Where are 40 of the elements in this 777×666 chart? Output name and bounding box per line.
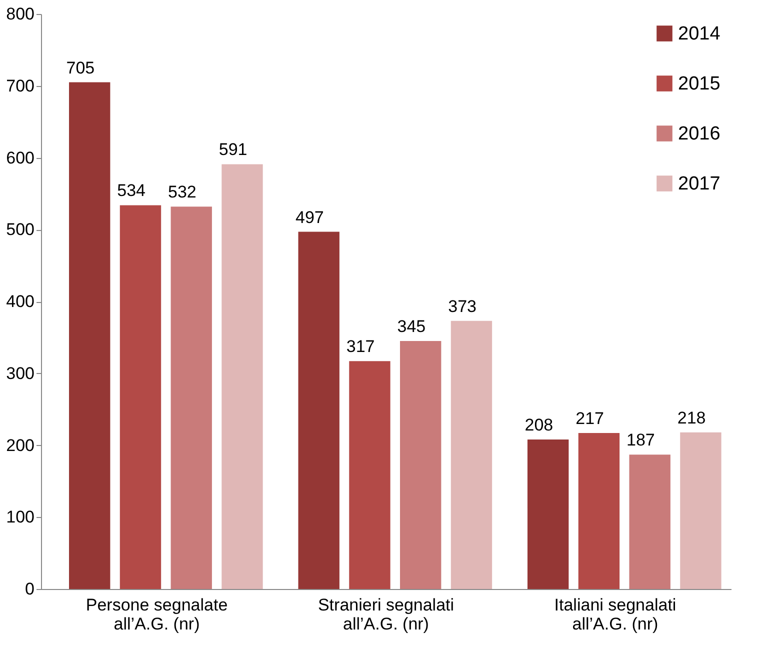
data-label: 217 — [576, 409, 604, 428]
y-tick-label: 800 — [6, 4, 34, 24]
x-tick-label: Italiani segnalati all’A.G. (nr) — [554, 596, 676, 634]
data-label: 534 — [117, 181, 146, 200]
bar — [349, 361, 390, 589]
bar — [629, 454, 670, 589]
y-tick-label: 700 — [6, 76, 34, 96]
legend-label: 2014 — [678, 24, 721, 44]
bar — [222, 164, 263, 589]
data-label: 497 — [296, 208, 324, 227]
data-label: 317 — [346, 337, 375, 356]
data-label: 187 — [626, 430, 655, 450]
legend-label: 2017 — [678, 174, 720, 194]
bar — [298, 232, 340, 589]
bar — [120, 205, 162, 589]
data-label: 591 — [218, 140, 248, 160]
data-label: 373 — [448, 296, 476, 316]
y-tick-label: 0 — [25, 580, 34, 598]
y-tick-label: 600 — [6, 148, 34, 168]
y-tick-label: 400 — [6, 292, 34, 311]
x-tick-label: Persone segnalate all’A.G. (nr) — [86, 596, 228, 634]
bar — [680, 432, 722, 589]
data-label: 208 — [524, 416, 554, 434]
data-label: 705 — [66, 58, 95, 78]
bar — [450, 320, 492, 589]
y-tick-label: 500 — [6, 220, 34, 240]
bar — [69, 82, 110, 589]
bar — [527, 440, 569, 589]
data-label: 345 — [397, 317, 426, 336]
x-tick-label: Stranieri segnalati all’A.G. (nr) — [318, 596, 454, 634]
y-tick-label: 100 — [6, 508, 34, 527]
bar — [170, 206, 212, 589]
data-label: 532 — [168, 182, 196, 202]
bar — [578, 433, 620, 589]
y-tick-label: 200 — [6, 436, 34, 455]
legend-label: 2016 — [678, 124, 720, 144]
legend-label: 2015 — [678, 74, 720, 94]
y-tick-label: 300 — [6, 364, 34, 383]
bar — [400, 341, 442, 589]
data-label: 218 — [677, 408, 706, 428]
